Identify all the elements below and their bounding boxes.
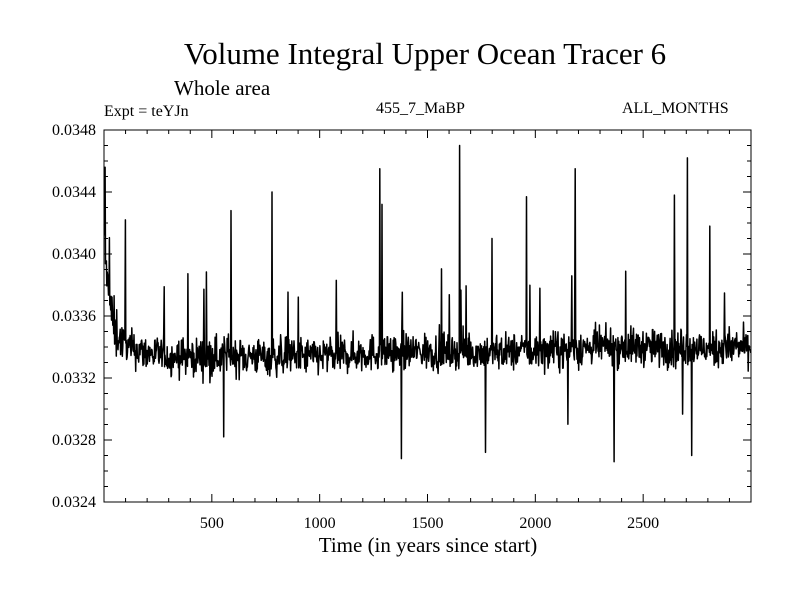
period-label: 455_7_MaBP xyxy=(376,100,465,117)
x-tick-label: 2000 xyxy=(519,515,551,532)
y-tick-label: 0.0348 xyxy=(52,122,96,139)
chart-subtitle: Whole area xyxy=(174,76,271,100)
y-tick-label: 0.0324 xyxy=(52,494,96,511)
y-tick-label: 0.0328 xyxy=(52,432,96,449)
y-tick-label: 0.0336 xyxy=(52,308,96,325)
y-tick-label: 0.0332 xyxy=(52,370,96,387)
x-axis-label: Time (in years since start) xyxy=(318,533,538,557)
x-tick-label: 1500 xyxy=(412,515,444,532)
series-line xyxy=(103,144,752,463)
experiment-label: Expt = teYJn xyxy=(104,103,189,120)
x-tick-label: 500 xyxy=(200,515,224,532)
x-tick-label: 1000 xyxy=(304,515,336,532)
y-tick-label: 0.0340 xyxy=(52,246,96,263)
plot-frame xyxy=(103,129,752,503)
chart-title: Volume Integral Upper Ocean Tracer 6 xyxy=(183,36,667,71)
y-tick-label: 0.0344 xyxy=(52,184,96,201)
months-label: ALL_MONTHS xyxy=(622,100,729,117)
axes-layer: 500 1000 1500 2000 2500 0.0324 0.0328 0.0332 0.0… xyxy=(52,122,751,532)
series-layer xyxy=(103,144,752,463)
x-tick-label: 2500 xyxy=(627,515,659,532)
